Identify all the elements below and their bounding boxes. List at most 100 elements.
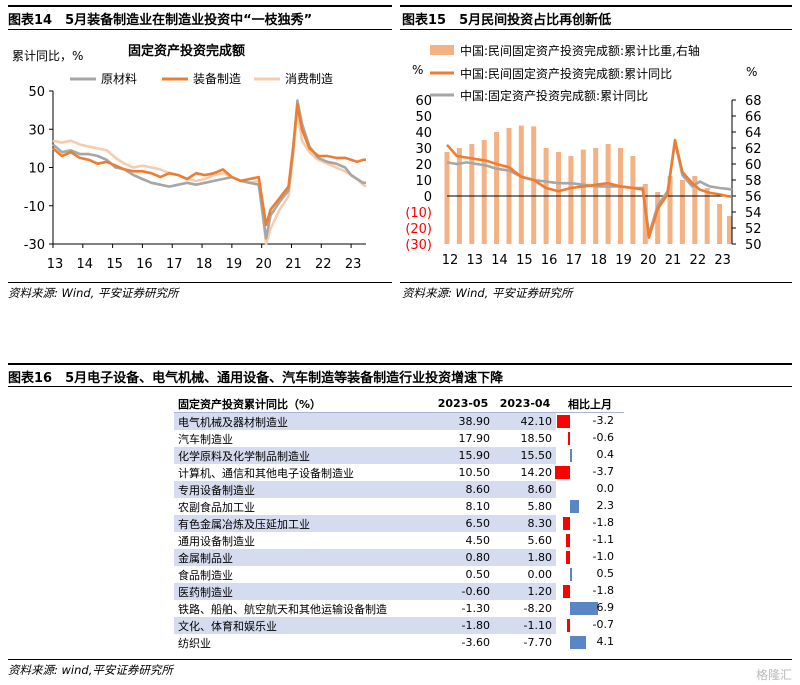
change-bar-negative <box>565 534 570 547</box>
change-cell: -0.6 <box>556 430 624 447</box>
value-2023-04: 15.50 <box>494 447 556 464</box>
fig14-top-rule <box>8 5 392 7</box>
x-tick-label: 13 <box>467 253 484 268</box>
value-2023-05: -0.60 <box>432 583 494 600</box>
fig16-bottom-rule <box>8 659 792 660</box>
x-tick-label: 18 <box>196 257 213 272</box>
value-2023-05: 6.50 <box>432 515 494 532</box>
table-row: 电气机械及器材制造业 38.90 42.10 -3.2 <box>174 412 624 430</box>
x-tick-label: 13 <box>47 257 64 272</box>
left-tick-label: 50 <box>415 110 432 125</box>
table-header-2023-05: 2023-05 <box>432 395 494 413</box>
change-bar-box: -3.2 <box>556 413 616 430</box>
change-cell: -1.0 <box>556 549 624 566</box>
table-row: 铁路、船舶、航空航天和其他运输设备制造 -1.30 -8.20 6.9 <box>174 600 624 617</box>
table-row: 专用设备制造业 8.60 8.60 0.0 <box>174 481 624 498</box>
y-tick-label: 50 <box>28 85 45 100</box>
fig14-bottom-rule <box>8 282 392 283</box>
change-label: -3.7 <box>592 465 614 478</box>
left-tick-label: 30 <box>415 142 432 157</box>
change-bar-positive <box>570 602 598 615</box>
change-bar-negative <box>567 432 570 445</box>
share-bar <box>704 188 710 244</box>
x-tick-label: 17 <box>566 253 583 268</box>
change-cell: 6.9 <box>556 600 624 617</box>
left-tick-label: (20) <box>405 222 432 237</box>
change-label: -1.8 <box>592 584 614 597</box>
industry-name: 纺织业 <box>178 636 211 650</box>
change-bar-negative <box>562 517 570 530</box>
industry-name: 计算机、通信和其他电子设备制造业 <box>178 466 354 480</box>
right-tick-label: 56 <box>745 190 762 205</box>
legend-label: 中国:民间固定资产投资完成额:累计比重,右轴 <box>460 43 700 58</box>
x-tick-label: 20 <box>255 257 272 272</box>
change-bar-negative <box>562 585 570 598</box>
right-tick-label: 68 <box>745 94 762 109</box>
y-tick-label: 10 <box>28 162 45 177</box>
table-row: 医药制造业 -0.60 1.20 -1.8 <box>174 583 624 600</box>
change-bar-box: -0.7 <box>556 617 616 634</box>
share-bar <box>556 152 561 244</box>
series-line-1 <box>52 103 366 227</box>
value-2023-05: 0.50 <box>465 568 491 581</box>
change-cell: 0.0 <box>556 481 624 498</box>
fig14-title: 图表14 5月装备制造业在制造业投资中“一枝独秀” <box>8 13 313 28</box>
table-row: 文化、体育和娱乐业 -1.80 -1.10 -0.7 <box>174 617 624 634</box>
legend-label: 中国:民间固定资产投资完成额:累计同比 <box>460 66 672 81</box>
value-2023-04: -8.20 <box>523 602 552 615</box>
change-label: 0.0 <box>596 482 615 495</box>
x-tick-label: 20 <box>640 253 657 268</box>
x-tick-label: 21 <box>285 257 302 272</box>
change-label: 6.9 <box>596 601 615 614</box>
value-2023-04: 0.00 <box>527 568 553 581</box>
series-line-1 <box>446 138 733 239</box>
industry-name: 电气机械及器材制造业 <box>174 412 432 430</box>
legend-label: 消费制造 <box>285 72 333 86</box>
x-tick-label: 19 <box>226 257 243 272</box>
change-bar-negative <box>566 551 570 564</box>
change-cell: -3.7 <box>555 464 624 481</box>
change-bar-box: -3.7 <box>555 464 616 481</box>
table-row: 农副食品加工业 8.10 5.80 2.3 <box>174 498 624 515</box>
change-label: 2.3 <box>596 499 615 512</box>
value-2023-05: 4.50 <box>465 534 491 547</box>
share-bar <box>469 144 475 244</box>
change-bar-positive <box>570 449 572 462</box>
x-tick-label: 22 <box>690 253 707 268</box>
fig16-table: 固定资产投资累计同比（%） 2023-05 2023-04 相比上月 电气机械及… <box>174 395 624 651</box>
value-2023-05: 17.90 <box>458 432 491 445</box>
change-label: 0.5 <box>596 567 615 580</box>
legend-label: 装备制造 <box>193 72 241 86</box>
change-label: -1.8 <box>592 516 614 529</box>
industry-name: 有色金属冶炼及压延加工业 <box>174 515 432 532</box>
fig15-title: 图表15 5月民间投资占比再创新低 <box>402 13 612 28</box>
value-2023-05: 8.60 <box>432 481 494 498</box>
industry-name: 通用设备制造业 <box>178 534 255 548</box>
x-tick-label: 19 <box>615 253 632 268</box>
value-2023-05: 10.50 <box>458 466 491 479</box>
share-bar <box>679 180 685 244</box>
change-cell: 4.1 <box>556 634 624 651</box>
value-2023-04: 5.80 <box>527 500 553 513</box>
change-bar-box: -1.0 <box>556 549 616 566</box>
change-label: -1.0 <box>592 550 614 563</box>
left-axis-unit: % <box>412 63 423 77</box>
industry-name: 农副食品加工业 <box>178 500 255 514</box>
fig16-top-rule <box>8 363 792 365</box>
table-row: 食品制造业 0.50 0.00 0.5 <box>174 566 624 583</box>
change-bar-box: -1.1 <box>556 532 616 549</box>
value-2023-04: 42.10 <box>494 412 556 430</box>
table-row: 纺织业 -3.60 -7.70 4.1 <box>174 634 624 651</box>
fig16-source: 资料来源: wind,平安证券研究所 <box>8 663 173 677</box>
value-2023-05: 8.10 <box>465 500 491 513</box>
x-tick-label: 22 <box>315 257 332 272</box>
share-bar <box>727 216 732 244</box>
x-tick-label: 23 <box>714 253 731 268</box>
share-bar <box>605 144 611 244</box>
change-bar-box: 0.5 <box>556 566 616 583</box>
change-bar-positive <box>570 636 587 649</box>
legend-label: 原材料 <box>101 72 137 86</box>
x-tick-label: 12 <box>442 253 459 268</box>
value-2023-04: 1.20 <box>494 583 556 600</box>
share-bar <box>717 204 723 244</box>
